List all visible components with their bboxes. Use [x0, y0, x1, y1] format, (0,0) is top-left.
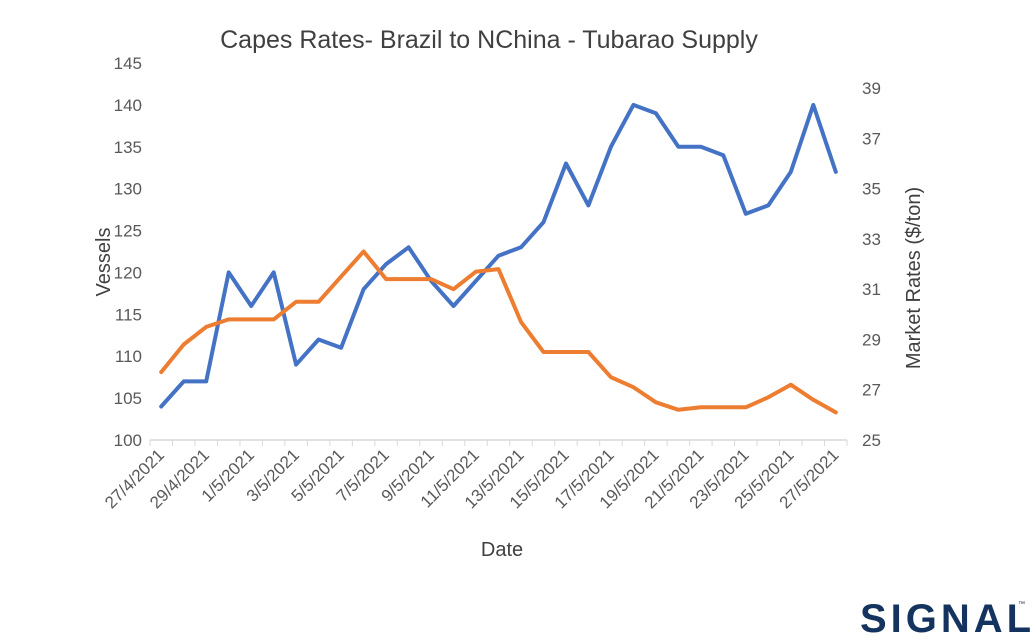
y2-tick-label: 29 — [862, 330, 881, 349]
logo-trademark: ™ — [1018, 601, 1025, 608]
signal-logo: SIGNAL ™ — [860, 597, 1035, 641]
y-tick-label: 120 — [114, 263, 142, 282]
y-tick-label: 115 — [115, 305, 142, 324]
series-lines — [159, 102, 838, 415]
y2-tick-label: 27 — [862, 381, 881, 400]
y-tick-label: 130 — [114, 180, 142, 199]
y2-tick-label: 33 — [862, 230, 881, 249]
y2-tick-label: 37 — [862, 129, 881, 148]
y-tick-label: 140 — [114, 96, 142, 115]
x-axis-ticks: 27/4/202129/4/20211/5/20213/5/20215/5/20… — [101, 445, 842, 512]
y2-tick-label: 39 — [862, 79, 881, 98]
y-tick-label: 110 — [115, 347, 142, 366]
logo-text: SIGNAL — [860, 597, 1035, 641]
y2-tick-label: 31 — [862, 280, 881, 299]
y2-tick-label: 25 — [862, 431, 881, 450]
axes — [149, 439, 848, 446]
y-tick-label: 125 — [114, 222, 142, 241]
right-axis-ticks: 25 27 29 31 33 35 37 39 — [862, 79, 881, 450]
market-rates-line — [159, 249, 838, 415]
y-tick-label: 145 — [114, 54, 142, 73]
y-tick-label: 100 — [114, 431, 142, 450]
y-axis-label: Vessels — [93, 228, 115, 297]
y-tick-label: 135 — [114, 138, 142, 157]
y2-axis-label: Market Rates ($/ton) — [903, 187, 925, 369]
left-axis-ticks: 100 105 110 115 120 125 130 135 140 145 — [114, 54, 142, 450]
y-tick-label: 105 — [114, 389, 142, 408]
y2-tick-label: 35 — [862, 180, 881, 199]
chart-title: Capes Rates- Brazil to NChina - Tubarao … — [220, 26, 758, 54]
x-axis-label: Date — [481, 539, 523, 561]
